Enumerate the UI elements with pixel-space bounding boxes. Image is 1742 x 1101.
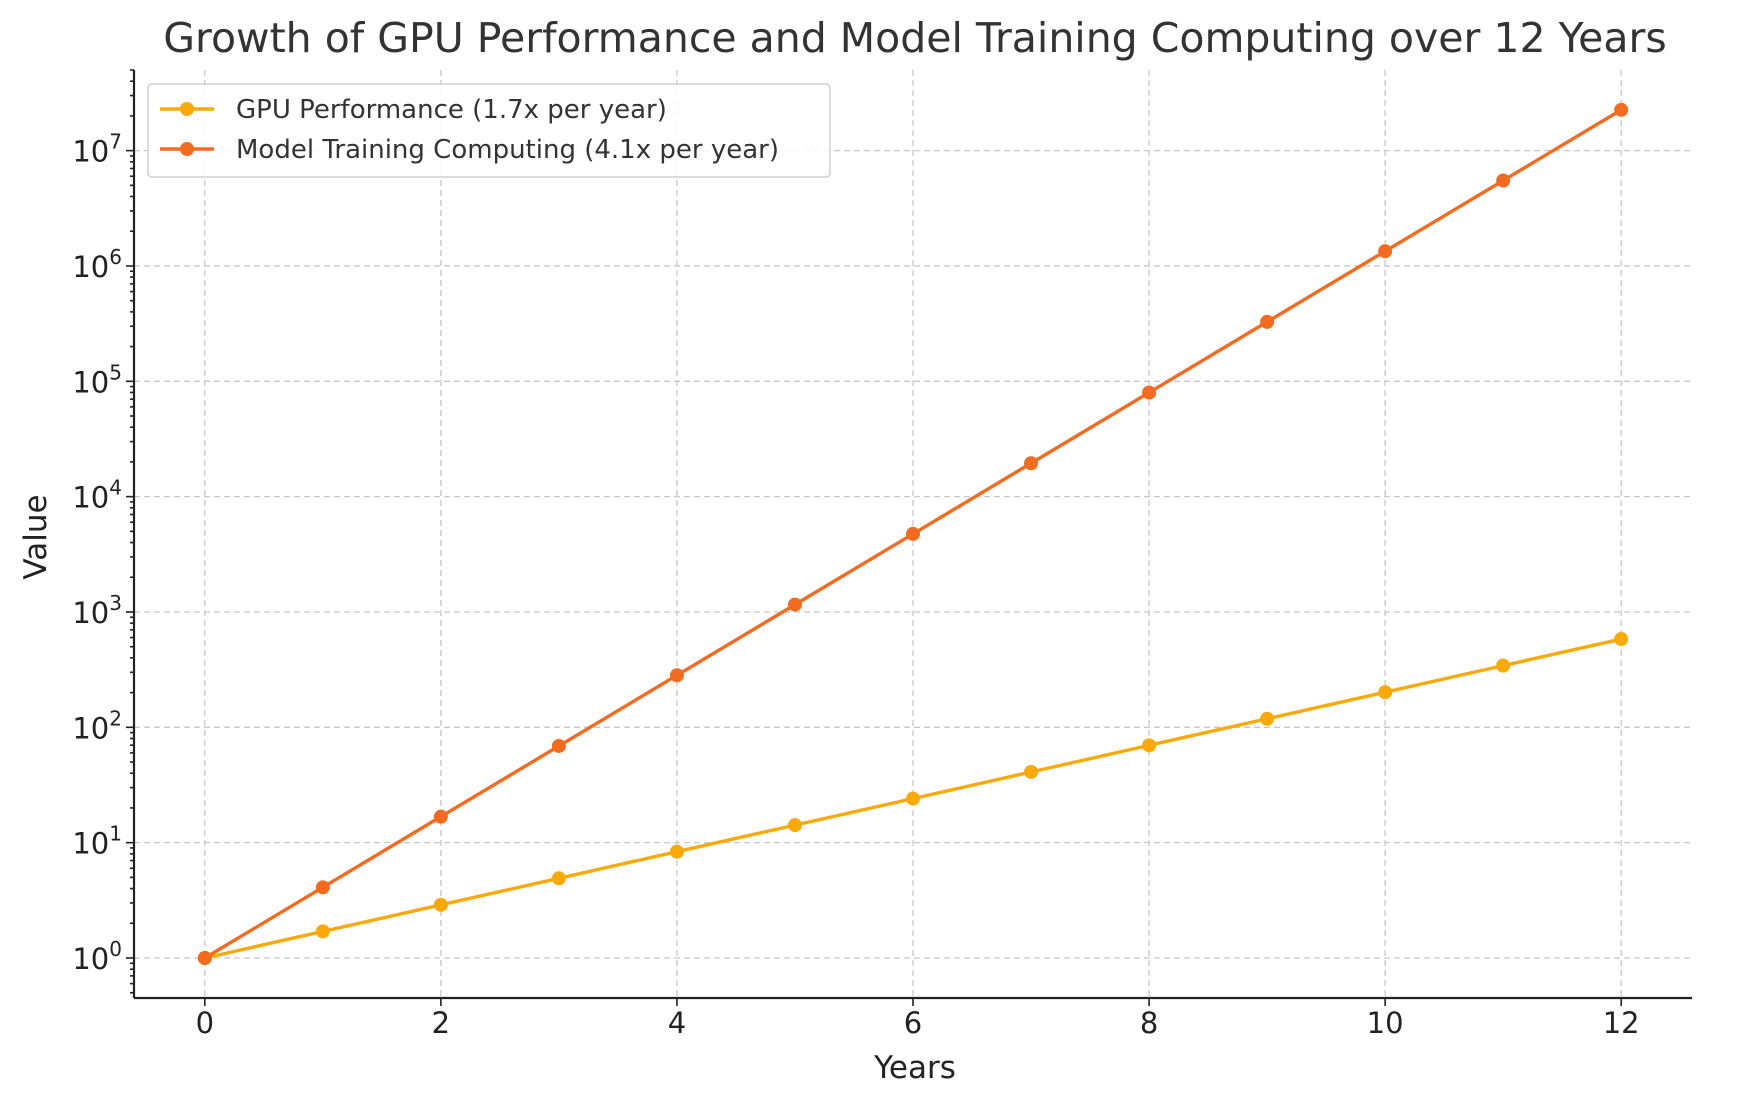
data-point-series-2 <box>669 668 684 683</box>
data-point-series-1 <box>315 924 330 939</box>
data-point-series-2 <box>1142 385 1157 400</box>
series-layer <box>197 102 1629 966</box>
grid <box>134 70 1692 998</box>
data-point-series-2 <box>433 809 448 824</box>
data-point-series-1 <box>1496 658 1511 673</box>
y-tick-label: 105 <box>72 360 122 399</box>
y-tick-label: 107 <box>72 130 122 169</box>
y-tick-label: 100 <box>72 937 122 976</box>
data-point-series-2 <box>906 526 920 541</box>
data-point-series-2 <box>787 597 802 612</box>
y-axis-label: Value <box>18 494 54 579</box>
x-tick-label: 6 <box>904 1006 922 1040</box>
legend-label-1: GPU Performance (1.7x per year) <box>236 95 667 125</box>
y-tick-label: 106 <box>72 245 122 284</box>
legend-marker-2 <box>180 142 194 156</box>
x-tick-label: 8 <box>1140 1006 1158 1040</box>
data-point-series-1 <box>669 844 684 859</box>
data-point-series-2 <box>1378 244 1393 259</box>
data-point-series-1 <box>1614 632 1629 647</box>
legend-box <box>147 83 831 178</box>
legend: GPU Performance (1.7x per year) Model Tra… <box>147 83 831 178</box>
x-tick-label: 2 <box>432 1006 450 1040</box>
x-axis-label: Years <box>873 1050 956 1086</box>
data-point-series-2 <box>315 880 330 895</box>
chart-title: Growth of GPU Performance and Model Trai… <box>163 14 1667 62</box>
data-point-series-1 <box>906 791 920 806</box>
legend-marker-1 <box>180 102 194 116</box>
data-point-series-1 <box>433 897 448 912</box>
data-point-series-1 <box>1260 711 1275 726</box>
data-point-series-1 <box>1142 738 1157 753</box>
data-point-series-2 <box>1614 102 1629 117</box>
x-tick-label: 0 <box>196 1006 214 1040</box>
x-tick-label: 12 <box>1603 1006 1640 1040</box>
data-point-series-1 <box>1378 685 1393 700</box>
y-tick-label: 104 <box>72 476 122 515</box>
data-point-series-1 <box>551 871 566 886</box>
y-tick-label: 103 <box>72 591 122 630</box>
legend-label-2: Model Training Computing (4.1x per year) <box>236 135 779 165</box>
y-tick-label: 101 <box>72 822 122 861</box>
data-point-series-2 <box>197 951 212 966</box>
data-point-series-1 <box>787 818 802 833</box>
axes: 0 2 4 6 8 10 12 100 101 102 103 104 105 106 107 <box>72 69 1692 1040</box>
data-point-series-2 <box>1260 314 1275 329</box>
data-point-series-2 <box>551 738 566 753</box>
x-tick-label: 10 <box>1367 1006 1404 1040</box>
y-tick-label: 102 <box>72 706 122 745</box>
x-tick-label: 4 <box>668 1006 686 1040</box>
data-point-series-2 <box>1024 456 1039 471</box>
data-point-series-2 <box>1496 173 1511 188</box>
data-point-series-1 <box>1024 764 1039 779</box>
